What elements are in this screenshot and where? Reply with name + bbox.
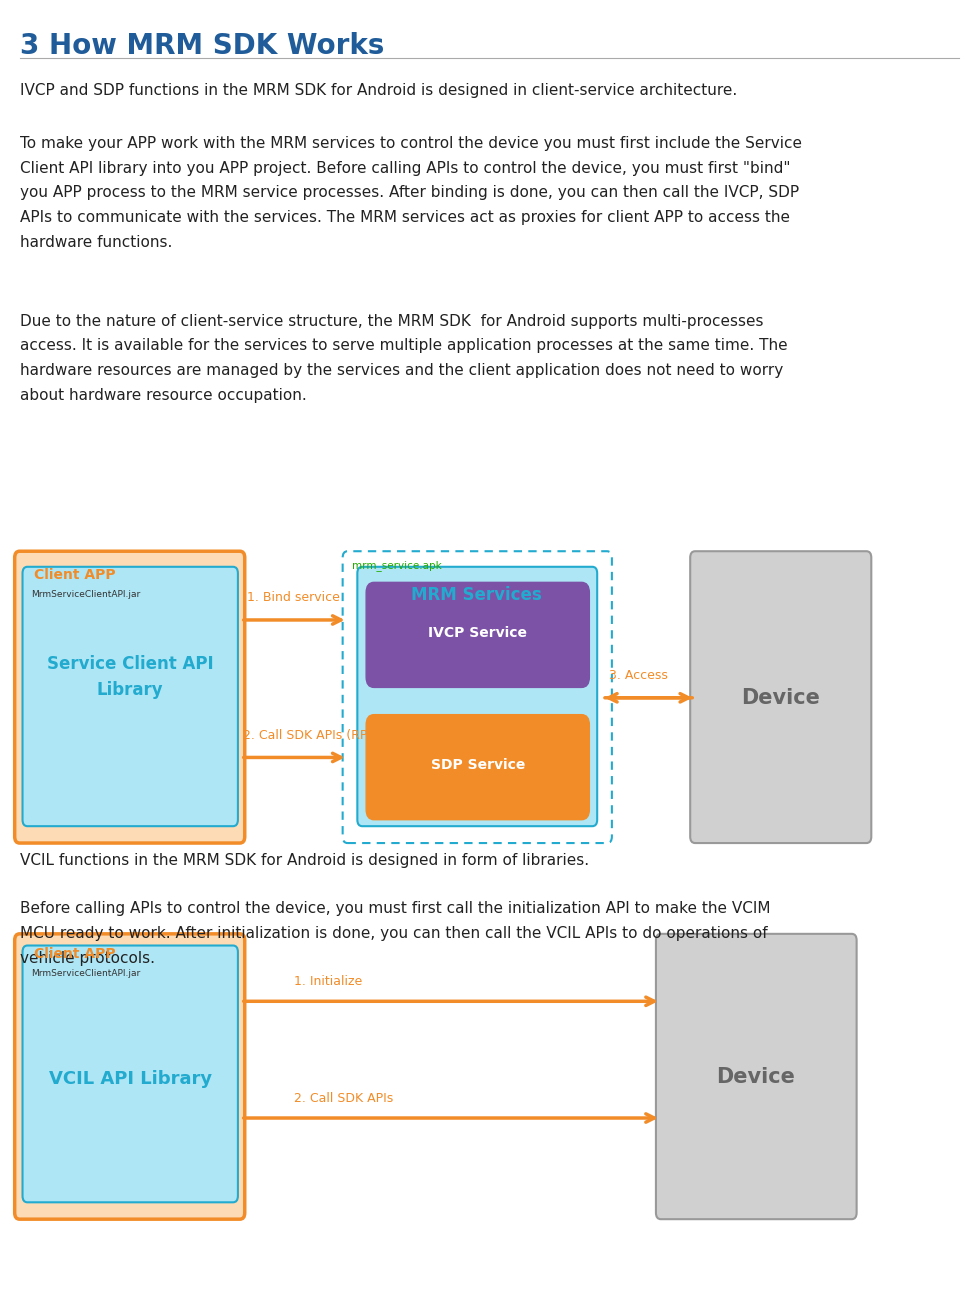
Text: 1. Initialize: 1. Initialize: [293, 975, 362, 988]
Text: IVCP and SDP functions in the MRM SDK for Android is designed in client-service : IVCP and SDP functions in the MRM SDK fo…: [20, 83, 736, 99]
Text: Before calling APIs to control the device, you must first call the initializatio: Before calling APIs to control the devic…: [20, 901, 770, 965]
FancyBboxPatch shape: [15, 551, 244, 843]
Text: Client APP: Client APP: [34, 568, 115, 582]
Text: Due to the nature of client-service structure, the MRM SDK  for Android supports: Due to the nature of client-service stru…: [20, 314, 786, 402]
Text: MrmServiceClientAPI.jar: MrmServiceClientAPI.jar: [31, 590, 141, 599]
Text: 3 How MRM SDK Works: 3 How MRM SDK Works: [20, 32, 383, 61]
Text: Service Client API
Library: Service Client API Library: [47, 655, 213, 699]
FancyBboxPatch shape: [689, 551, 870, 843]
Text: MRM Services: MRM Services: [411, 586, 542, 604]
Text: 1. Bind service: 1. Bind service: [246, 591, 339, 604]
Text: 3. Access: 3. Access: [608, 669, 667, 682]
FancyBboxPatch shape: [15, 934, 244, 1219]
FancyBboxPatch shape: [357, 567, 597, 826]
Text: VCIL API Library: VCIL API Library: [49, 1070, 211, 1088]
Text: Device: Device: [740, 687, 819, 708]
FancyBboxPatch shape: [366, 582, 589, 687]
Text: Client APP: Client APP: [34, 947, 115, 961]
Text: VCIL functions in the MRM SDK for Android is designed in form of libraries.: VCIL functions in the MRM SDK for Androi…: [20, 853, 588, 869]
Text: 2. Call SDK APIs (RPC): 2. Call SDK APIs (RPC): [243, 729, 380, 742]
Text: To make your APP work with the MRM services to control the device you must first: To make your APP work with the MRM servi…: [20, 136, 801, 249]
FancyBboxPatch shape: [366, 715, 589, 820]
FancyBboxPatch shape: [22, 567, 238, 826]
Text: Device: Device: [716, 1066, 794, 1087]
Text: 2. Call SDK APIs: 2. Call SDK APIs: [293, 1092, 392, 1105]
FancyBboxPatch shape: [22, 946, 238, 1202]
Text: MrmServiceClientAPI.jar: MrmServiceClientAPI.jar: [31, 969, 141, 978]
FancyBboxPatch shape: [655, 934, 856, 1219]
Text: IVCP Service: IVCP Service: [427, 626, 527, 639]
Text: SDP Service: SDP Service: [430, 759, 524, 772]
Text: mrm_service.apk: mrm_service.apk: [352, 560, 442, 571]
